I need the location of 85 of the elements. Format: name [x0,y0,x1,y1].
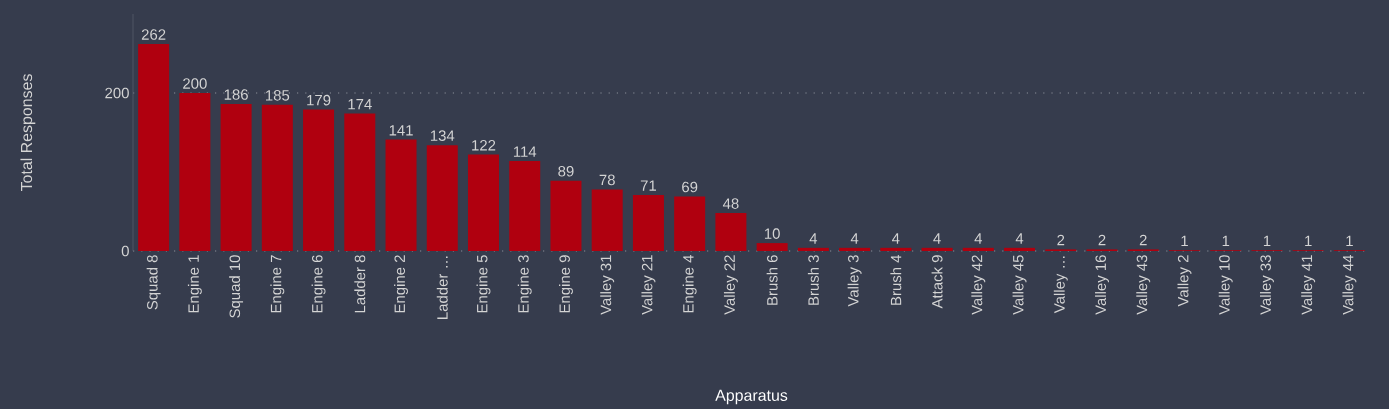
x-tick-label: Engine 9 [559,255,573,313]
y-tick-label: 0 [121,245,129,257]
data-label: 174 [348,99,372,110]
bar [632,194,664,251]
x-tick-label: Engine 2 [394,255,408,313]
data-label: 4 [974,233,983,244]
bar [715,213,747,251]
bar [880,247,912,251]
data-label: 185 [266,90,290,101]
data-label: 4 [809,233,818,244]
x-tick-label: Brush 4 [890,254,902,305]
bar [550,180,582,251]
bar [674,196,706,251]
x-tick-label: Ladder 8 [354,255,366,313]
data-label: 69 [682,181,698,193]
data-label: 200 [183,78,207,89]
x-tick-label: Brush 6 [766,255,778,305]
bar [303,109,335,251]
bar [468,154,499,251]
x-tick-label: Valley 41 [1301,255,1316,315]
bar [797,247,829,251]
bar [385,139,417,251]
data-label: 48 [722,198,739,209]
x-tick-label: Valley 44 [1342,254,1357,315]
data-label: 141 [389,125,413,136]
x-tick-label: Valley 45 [1012,255,1027,315]
data-label: 122 [472,139,496,151]
x-tick-label: Attack 9 [931,255,943,309]
data-label: 134 [430,130,455,141]
bar [921,247,953,251]
bar [1004,247,1036,251]
x-tick-label: Brush 3 [807,255,819,305]
data-label: 1 [1222,235,1230,247]
x-tick-label: Valley 3 [847,255,862,307]
data-label: 10 [764,228,780,239]
x-tick-label: Engine 6 [311,255,326,313]
data-label: 89 [558,165,574,177]
data-label: 1 [1181,235,1188,247]
x-tick-label: Valley 42 [971,255,986,315]
data-label: 4 [850,233,859,244]
data-label: 4 [1015,233,1024,244]
data-label: 4 [933,233,941,244]
x-tick-label: Valley 2 [1177,255,1192,307]
x-tick-label: Squad 8 [146,255,161,310]
bar [220,104,252,251]
x-axis-title: Apparatus [715,389,788,405]
bar [591,189,623,251]
x-tick-label: Valley … [1053,256,1068,314]
x-tick-label: Ladder … [436,256,448,319]
x-tick-label: Valley 21 [641,255,656,315]
x-tick-label: Valley 16 [1095,255,1109,315]
y-axis-title: Total Responses [20,74,36,192]
x-tick-label: Valley 10 [1218,255,1233,315]
data-label: 1 [1305,235,1312,247]
data-label: 4 [892,233,900,244]
data-label: 2 [1098,234,1106,246]
data-label: 2 [1139,234,1147,246]
bar [179,93,211,251]
data-label: 179 [307,94,331,106]
bar [756,243,788,251]
data-label: 2 [1057,234,1065,246]
x-tick-label: Engine 4 [682,254,697,313]
bar [261,104,293,251]
data-label: 1 [1346,235,1353,247]
x-tick-label: Engine 7 [270,255,285,313]
data-label: 114 [513,146,537,157]
data-label: 71 [640,180,657,191]
bar [509,160,541,251]
data-label: 1 [1263,235,1271,247]
bar [344,113,376,251]
x-tick-label: Valley 43 [1136,255,1151,315]
x-tick-label: Engine 3 [517,255,532,313]
data-label: 186 [224,89,248,100]
bar [138,44,170,251]
bar [839,247,871,251]
data-label: 262 [141,29,166,40]
x-tick-label: Engine 5 [476,255,491,313]
x-tick-label: Valley 31 [600,255,615,315]
bar [426,145,458,251]
x-tick-label: Squad 10 [229,255,244,318]
x-tick-label: Valley 22 [723,255,738,315]
x-tick-label: Valley 33 [1259,255,1274,315]
x-tick-label: Engine 1 [187,255,202,313]
bar [962,247,994,251]
data-label: 78 [599,174,615,186]
